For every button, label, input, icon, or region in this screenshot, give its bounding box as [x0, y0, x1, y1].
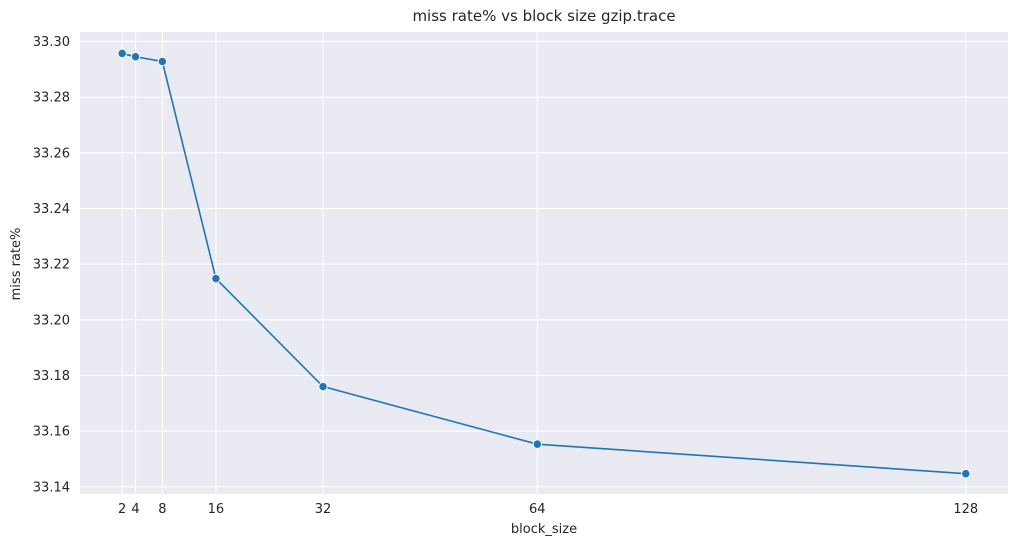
- y-axis-label: miss rate%: [9, 228, 24, 301]
- y-tick-label: 33.28: [33, 91, 70, 106]
- y-tick-label: 33.20: [33, 313, 70, 328]
- y-tick-label: 33.24: [33, 202, 70, 217]
- y-gridlines: [80, 40, 1008, 488]
- series-markers: [117, 48, 971, 479]
- x-axis-label: block_size: [511, 522, 577, 537]
- x-tick-label: 16: [208, 502, 225, 517]
- data-point: [157, 56, 168, 67]
- data-point: [117, 48, 127, 59]
- chart-title: miss rate% vs block size gzip.trace: [412, 7, 675, 25]
- x-tick-label: 8: [158, 502, 166, 517]
- data-point: [130, 52, 141, 62]
- x-tick-labels: 2 4 8 16 32 64 128: [118, 502, 978, 517]
- x-tick-label: 128: [953, 502, 978, 517]
- x-tick-label: 2: [118, 502, 126, 517]
- x-tick-label: 32: [315, 502, 332, 517]
- data-point: [318, 381, 328, 392]
- y-tick-label: 33.22: [33, 258, 70, 273]
- x-gridlines: [121, 32, 967, 494]
- data-point: [532, 439, 542, 449]
- x-tick-label: 4: [131, 502, 139, 517]
- y-tick-label: 33.14: [33, 480, 70, 495]
- data-point: [961, 469, 971, 479]
- plot-area: [80, 32, 1008, 494]
- y-tick-label: 33.26: [33, 146, 70, 161]
- y-tick-labels: 33.14 33.16 33.18 33.20 33.22 33.24 33.26 33.28…: [33, 35, 70, 495]
- y-tick-label: 33.16: [33, 425, 70, 440]
- x-tick-label: 64: [529, 502, 546, 517]
- y-tick-label: 33.30: [33, 35, 70, 50]
- data-point: [211, 273, 221, 284]
- y-tick-label: 33.18: [33, 369, 70, 384]
